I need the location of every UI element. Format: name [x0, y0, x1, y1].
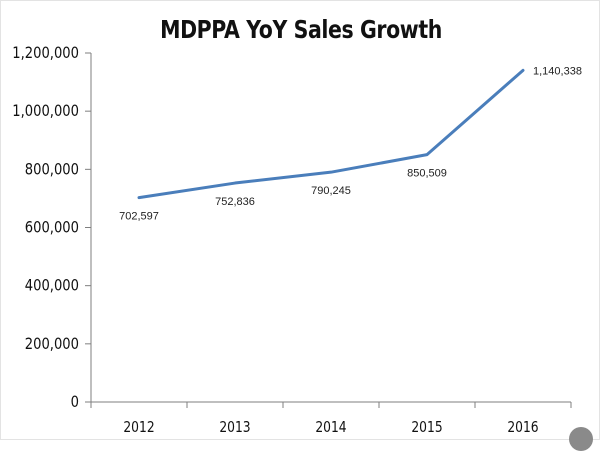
y-tick-label: 0	[71, 393, 79, 412]
corner-decoration	[569, 427, 593, 451]
x-tick-label: 2013	[219, 419, 250, 436]
x-tick-label: 2015	[411, 419, 442, 436]
series-line-sales	[137, 68, 525, 200]
x-tick-label: 2016	[507, 419, 538, 436]
data-label: 752,836	[215, 196, 255, 208]
data-label: 702,597	[119, 211, 159, 223]
y-tick-label: 800,000	[25, 160, 79, 179]
x-tick-label: 2014	[315, 419, 346, 436]
y-tick-label: 1,200,000	[12, 44, 79, 63]
y-tick-label: 400,000	[25, 276, 79, 295]
x-tick-label: 2012	[123, 419, 154, 436]
line-chart: 0 200,000 400,000 600,000 800,000 1,000,000 1,…	[12, 44, 582, 437]
y-tick-label: 1,000,000	[12, 102, 79, 121]
data-label: 850,509	[407, 168, 447, 180]
data-label: 790,245	[311, 185, 351, 197]
data-label: 1,140,338	[533, 65, 582, 77]
y-tick-label: 200,000	[25, 335, 79, 354]
y-tick-label: 600,000	[25, 218, 79, 237]
chart-title: MDPPA YoY Sales Growth	[160, 15, 442, 44]
